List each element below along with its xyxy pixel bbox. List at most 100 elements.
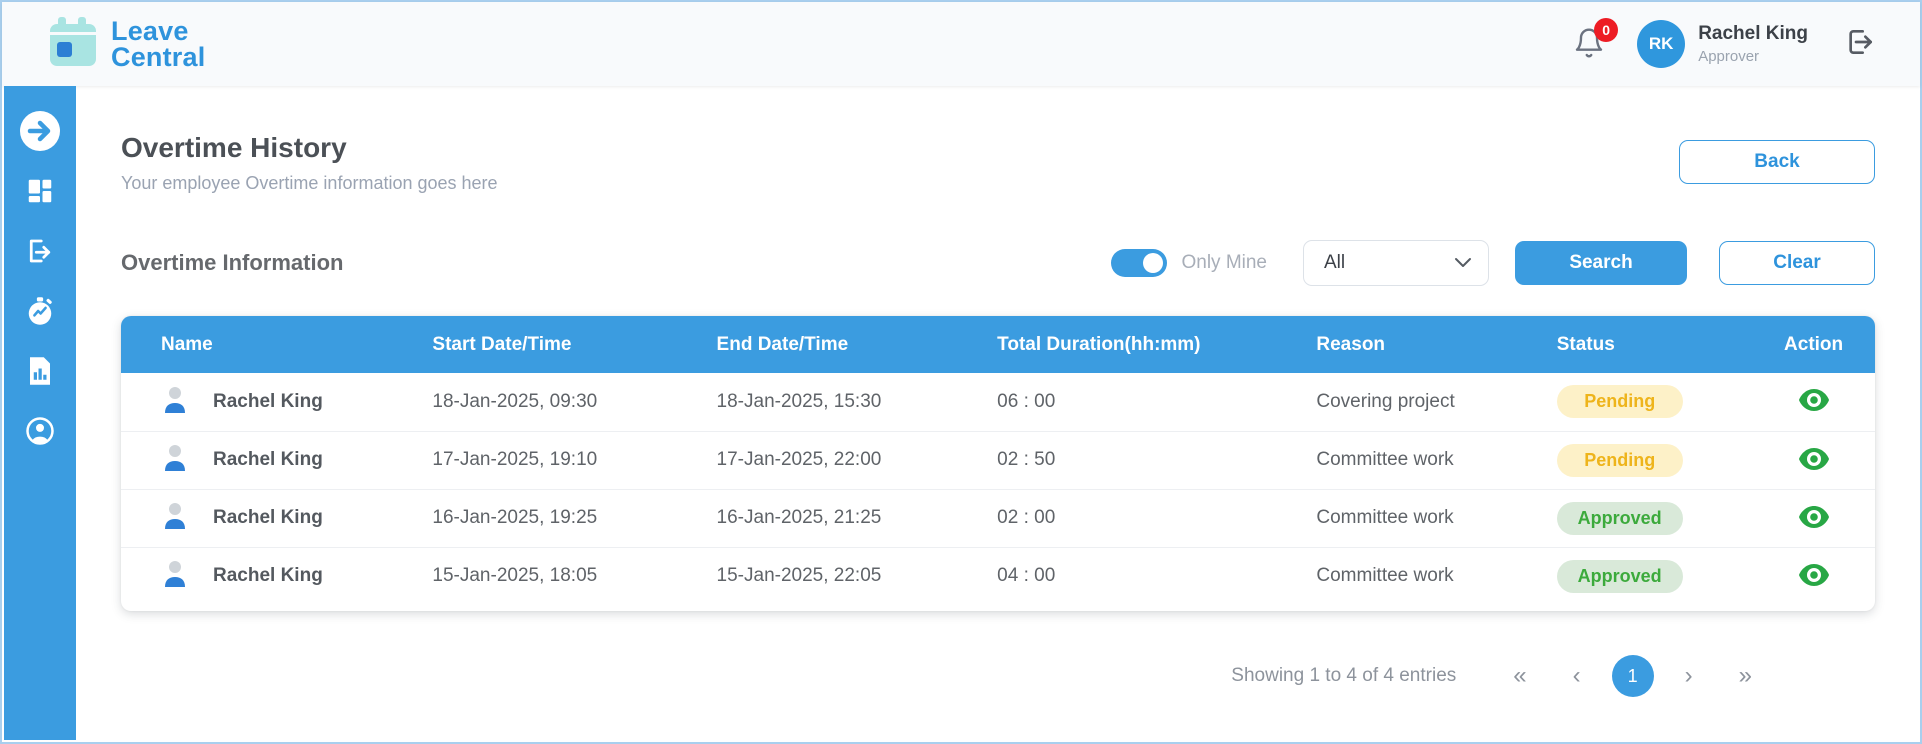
status-filter-select[interactable]: All [1303,240,1489,286]
back-button[interactable]: Back [1679,140,1875,184]
notification-badge: 0 [1594,18,1619,42]
leave-exit-icon [25,236,55,271]
overtime-table: Name Start Date/Time End Date/Time Total… [121,316,1875,605]
logout-button[interactable] [1844,26,1876,63]
user-menu[interactable]: RK Rachel King Approver [1637,20,1808,68]
logout-icon [1844,26,1876,63]
end-datetime: 17-Jan-2025, 22:00 [694,430,976,489]
sidebar-item-leave[interactable] [19,232,61,274]
notifications-button[interactable]: 0 [1573,18,1619,63]
eye-icon [1798,389,1830,414]
person-icon [161,558,189,594]
next-page-button[interactable]: › [1662,662,1716,690]
employee-cell: Rachel King [161,500,410,536]
reason: Committee work [1294,430,1535,489]
sidebar-toggle[interactable] [19,110,61,157]
col-name: Name [121,316,411,373]
filter-controls: Only Mine All Search Clear [1111,240,1875,286]
start-datetime: 18-Jan-2025, 09:30 [432,390,598,412]
search-button[interactable]: Search [1515,241,1687,285]
table-row: Rachel King 16-Jan-2025, 19:25 16-Jan-2025… [121,488,1875,547]
bell-icon [1573,28,1605,63]
employee-name: Rachel King [213,449,323,470]
col-start: Start Date/Time [410,316,695,373]
table-row: Rachel King 18-Jan-2025, 09:30 18-Jan-2025… [121,373,1875,431]
col-duration: Total Duration(hh:mm) [975,316,1295,373]
end-datetime: 18-Jan-2025, 15:30 [716,390,882,412]
clear-button[interactable]: Clear [1719,241,1875,285]
table-row: Rachel King 17-Jan-2025, 19:10 17-Jan-2025… [121,430,1875,489]
page-subtitle: Your employee Overtime information goes … [121,173,498,193]
total-duration: 06 : 00 [997,390,1056,412]
table-row: Rachel King 15-Jan-2025, 18:05 15-Jan-2025… [121,546,1875,605]
section-title: Overtime Information [121,250,344,275]
sidebar [4,86,76,740]
prev-page-button[interactable]: ‹ [1550,662,1604,690]
employee-name: Rachel King [213,565,323,587]
view-button[interactable] [1798,389,1830,414]
page-title: Overtime History [121,132,347,163]
end-datetime: 16-Jan-2025, 21:25 [694,488,976,547]
sidebar-item-overtime[interactable] [19,292,61,334]
only-mine-label: Only Mine [1181,252,1267,273]
eye-icon [1798,505,1830,531]
status-filter-value: All [1324,252,1346,273]
view-button[interactable] [1798,447,1830,473]
table-body: Rachel King 18-Jan-2025, 09:30 18-Jan-2025… [121,373,1875,605]
pagination-summary: Showing 1 to 4 of 4 entries [1231,665,1457,686]
view-button[interactable] [1798,505,1830,531]
profile-icon [25,416,55,451]
sidebar-item-dashboard[interactable] [19,172,61,214]
col-end: End Date/Time [694,316,976,373]
employee-name: Rachel King [213,390,323,412]
sidebar-item-reports[interactable] [19,352,61,394]
status-badge: Pending [1556,385,1683,419]
page-header: Overtime History Your employee Overtime … [121,132,1875,194]
pagination: Showing 1 to 4 of 4 entries « ‹ 1 › » [121,655,1875,697]
topbar-right: 0 RK Rachel King Approver [1573,18,1876,68]
overtime-table-card: Name Start Date/Time End Date/Time Total… [121,316,1875,611]
only-mine-toggle[interactable] [1111,249,1168,277]
person-icon [161,384,189,420]
col-reason: Reason [1294,316,1535,373]
col-action: Action [1752,316,1875,373]
main-content: Overtime History Your employee Overtime … [76,132,1920,697]
status-badge: Approved [1556,501,1683,535]
reports-icon [26,356,54,391]
employee-cell: Rachel King [161,558,410,594]
topbar: Leave Central 0 RK Rachel King Approver [2,2,1920,86]
sidebar-item-profile[interactable] [19,412,61,454]
first-page-button[interactable]: « [1490,662,1549,690]
arrow-right-circle-icon [19,110,61,157]
end-datetime: 15-Jan-2025, 22:05 [694,546,976,605]
chevron-down-icon [1454,252,1472,274]
brand-text: Leave Central [111,16,206,72]
view-button[interactable] [1798,563,1830,589]
start-datetime: 17-Jan-2025, 19:10 [410,430,695,489]
app-logo[interactable]: Leave Central [48,16,205,73]
person-icon [161,442,189,478]
overtime-stopwatch-icon [25,296,55,331]
filter-bar: Overtime Information Only Mine All Searc… [121,240,1875,286]
table-header: Name Start Date/Time End Date/Time Total… [121,316,1875,373]
eye-icon [1798,447,1830,473]
status-badge: Pending [1556,443,1683,477]
employee-cell: Rachel King [161,384,410,420]
calendar-logo-icon [48,16,102,73]
current-page-button[interactable]: 1 [1611,655,1654,697]
avatar: RK [1637,20,1686,68]
eye-icon [1798,563,1830,589]
total-duration: 04 : 00 [975,546,1295,605]
user-name: Rachel King [1698,23,1808,44]
reason: Covering project [1316,390,1455,412]
status-badge: Approved [1556,559,1683,593]
dashboard-icon [25,176,55,211]
toggle-knob [1143,253,1164,273]
employee-cell: Rachel King [161,442,410,478]
person-icon [161,500,189,536]
reason: Committee work [1294,546,1535,605]
employee-name: Rachel King [213,507,323,528]
total-duration: 02 : 50 [975,430,1295,489]
start-datetime: 15-Jan-2025, 18:05 [410,546,695,605]
last-page-button[interactable]: » [1716,662,1775,690]
